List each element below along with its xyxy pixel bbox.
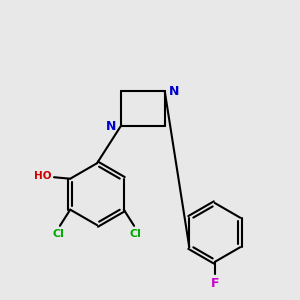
Text: HO: HO: [34, 171, 52, 181]
Text: N: N: [169, 85, 179, 98]
Text: F: F: [211, 277, 219, 290]
Text: Cl: Cl: [52, 230, 64, 239]
Text: Cl: Cl: [130, 230, 142, 239]
Text: N: N: [106, 120, 116, 133]
